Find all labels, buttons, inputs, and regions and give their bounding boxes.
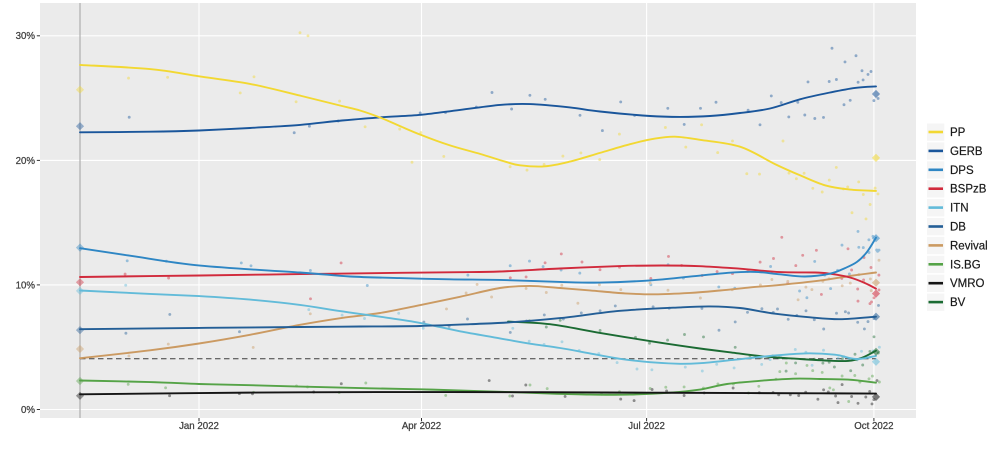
svg-text:VMRO: VMRO bbox=[950, 278, 985, 290]
svg-text:ITN: ITN bbox=[950, 203, 969, 215]
svg-text:BV: BV bbox=[950, 297, 966, 309]
svg-text:PP: PP bbox=[950, 127, 966, 139]
svg-text:Apr 2022: Apr 2022 bbox=[402, 421, 441, 432]
svg-text:20%: 20% bbox=[16, 156, 36, 167]
svg-text:DB: DB bbox=[950, 222, 966, 234]
svg-text:IS.BG: IS.BG bbox=[950, 259, 981, 271]
svg-text:BSPzB: BSPzB bbox=[950, 184, 987, 196]
svg-text:DPS: DPS bbox=[950, 165, 974, 177]
svg-text:10%: 10% bbox=[16, 280, 36, 291]
svg-text:GERB: GERB bbox=[950, 146, 983, 158]
svg-text:Jul 2022: Jul 2022 bbox=[628, 421, 665, 432]
svg-text:30%: 30% bbox=[16, 31, 36, 42]
svg-text:Jan 2022: Jan 2022 bbox=[179, 421, 219, 432]
svg-text:Oct 2022: Oct 2022 bbox=[854, 421, 893, 432]
svg-text:0%: 0% bbox=[21, 405, 35, 416]
svg-text:Revival: Revival bbox=[950, 240, 988, 252]
